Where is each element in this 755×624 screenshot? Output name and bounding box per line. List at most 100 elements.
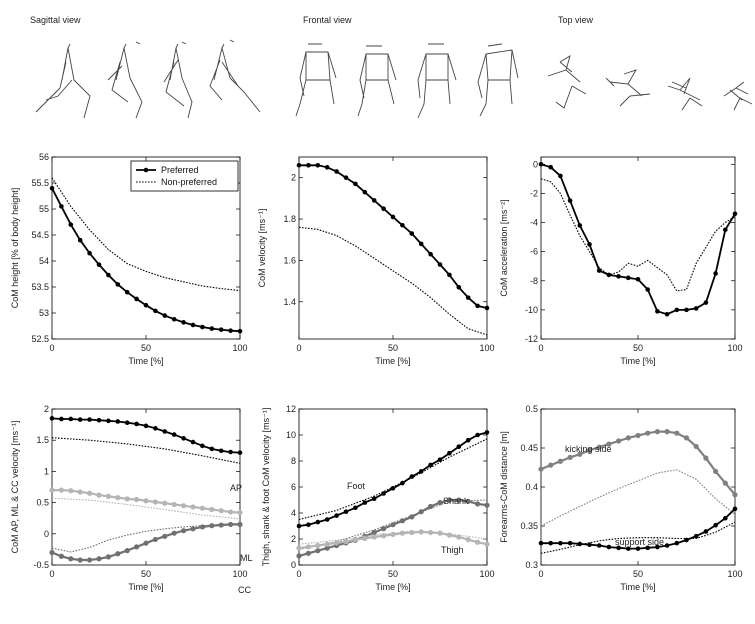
data-point [77,557,83,563]
data-point [209,446,215,452]
frontal-stick-figures [295,43,519,119]
data-point [587,542,592,548]
panel-forearms-com-distance: 0 50 100 0.3 0.35 0.4 0.45 0.5 Time [%] Forearms-… [499,404,743,592]
y-tick-label: 52.5 [31,334,49,344]
x-tick-label: 50 [633,343,643,353]
data-point [305,550,311,556]
data-point [143,498,149,504]
data-point [77,237,83,243]
x-tick-label: 50 [388,569,398,579]
data-point [228,328,233,333]
series-line [51,497,241,520]
data-point [664,543,670,548]
data-point [296,523,302,529]
y-tick-label: -10 [525,305,538,315]
data-point [105,493,111,499]
y-tick-label: 0.5 [36,498,49,508]
x-tick-label: 0 [296,343,301,353]
data-point [143,540,149,546]
data-point [315,548,321,554]
data-point [324,517,330,522]
y-tick-label: 12 [286,404,296,414]
data-point [59,204,64,209]
y-tick-label: 0.5 [525,404,538,414]
series-annotation: Foot [347,481,366,491]
data-point [49,549,55,556]
x-axis-label: Time [%] [620,356,655,366]
x-tick-label: 50 [141,343,151,353]
data-point [447,450,452,456]
data-point [296,545,302,551]
data-point [683,435,690,441]
series-line [51,187,241,333]
data-point [68,488,74,494]
data-point [334,169,339,174]
series-line [298,226,488,336]
y-tick-label: -2 [530,188,538,198]
data-point [567,540,573,546]
panel-segment-com-velocity: 0 50 100 0 2 4 6 8 10 12 Time [%] Thigh, shank & fo… [261,404,495,592]
data-point [586,447,593,453]
data-point [713,522,718,528]
data-point [693,306,699,311]
y-axis-label: Forearms-CoM distance [m] [499,431,509,543]
data-point [577,451,583,457]
data-point [218,522,224,528]
data-point [305,544,311,550]
data-point [484,502,490,508]
data-point [162,429,168,434]
data-point [399,518,405,524]
data-point [200,443,205,449]
data-point [616,438,622,444]
data-point [381,526,387,532]
x-axis-label: Time [%] [375,356,410,366]
data-point [465,537,471,543]
data-point [134,496,140,503]
data-point [674,307,680,313]
data-point [181,503,187,509]
data-point [606,441,612,447]
data-point [124,420,130,426]
data-point [209,523,215,529]
data-point [635,277,641,282]
data-point [409,529,415,536]
data-point [567,454,573,460]
data-point [381,533,387,539]
data-point [171,316,177,322]
data-point [723,515,728,521]
data-point [616,545,621,551]
data-point [654,429,661,435]
data-point [115,282,121,287]
data-point [616,274,621,279]
x-tick-label: 100 [727,569,742,579]
data-point [228,521,234,528]
x-tick-label: 0 [49,569,54,579]
data-point [58,487,64,493]
data-point [59,416,64,422]
data-point [209,506,215,513]
data-point [635,432,641,439]
legend-box [130,160,239,192]
data-point [548,540,553,546]
data-point [237,509,243,516]
data-point [199,505,205,511]
data-point [115,551,121,557]
y-tick-label: 1.5 [36,435,49,445]
data-point [105,554,111,560]
y-tick-label: 0.45 [520,443,538,453]
data-point [237,521,243,528]
data-point [722,480,728,486]
panel-com-height: 0 50 100 52.5 53 53.5 54 54.5 55 55.5 56 Time [%] Co… [10,152,248,366]
data-point [409,231,415,236]
y-tick-label: 1.8 [283,214,296,224]
data-point [143,423,149,429]
y-tick-label: 54.5 [31,230,49,240]
legend-label: Non-preferred [161,177,217,187]
data-point [465,437,471,443]
data-point [153,308,158,314]
data-point [664,311,670,317]
data-point [77,489,83,495]
series-line [540,163,736,316]
data-point [190,439,196,445]
data-point [596,268,602,273]
